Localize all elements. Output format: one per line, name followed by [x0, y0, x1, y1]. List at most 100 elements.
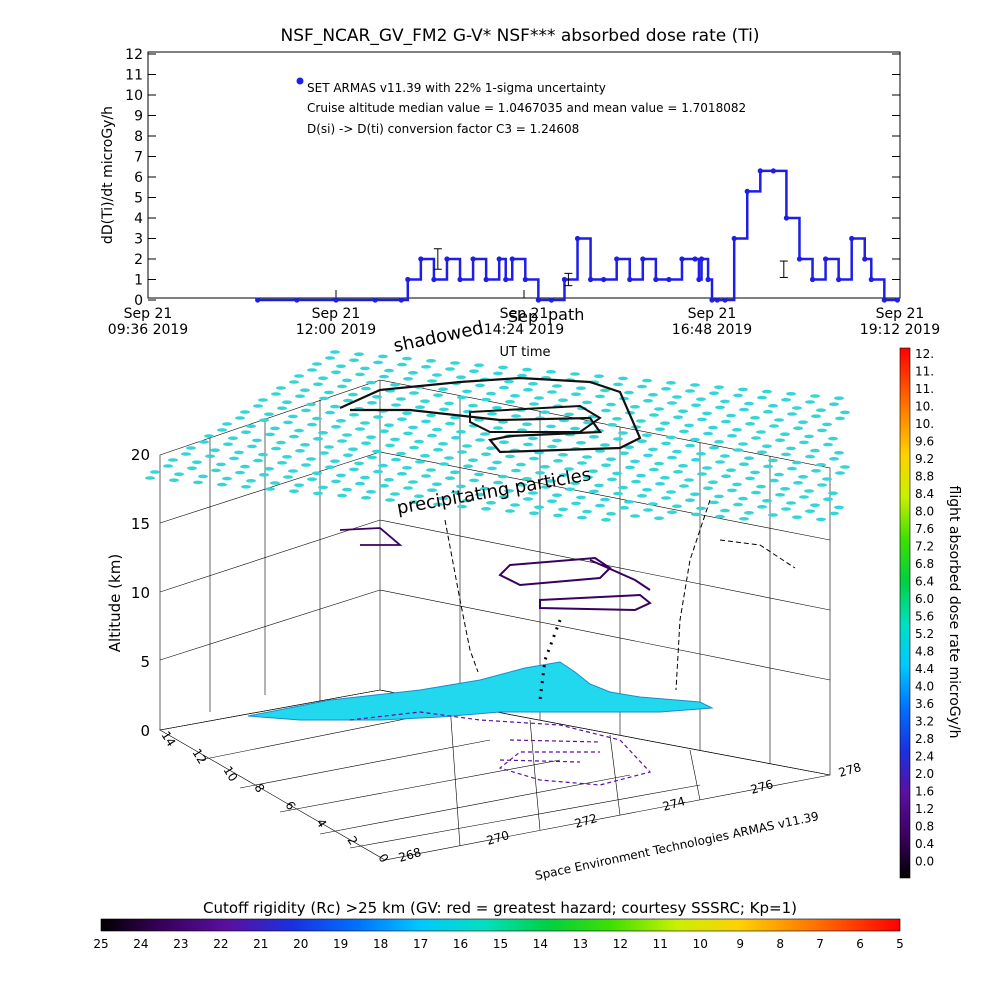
plane-dash	[313, 437, 323, 441]
plane-dash	[630, 459, 640, 464]
dose-point	[705, 276, 711, 283]
dose-point	[333, 297, 339, 303]
plane-dash	[510, 394, 520, 398]
plane-dash	[343, 453, 353, 458]
plane-dash	[360, 366, 370, 371]
plane-dash	[768, 404, 778, 408]
plane-dash	[739, 407, 749, 412]
plane-dash	[325, 410, 335, 415]
y-tick-label: 1	[134, 273, 143, 289]
plane-dash	[757, 450, 767, 455]
plane-dash	[390, 437, 400, 442]
plane-dash	[726, 468, 736, 473]
plane-dash	[456, 484, 466, 489]
plane-dash	[613, 437, 623, 441]
dose-point	[894, 297, 900, 303]
plane-dash	[817, 428, 827, 433]
plane-dash	[685, 443, 695, 448]
plane-dash	[516, 462, 526, 467]
plane-dash	[493, 480, 503, 485]
plane-dash	[786, 501, 796, 505]
plane-dash	[750, 416, 760, 420]
dose-colorbar-tick: 12.	[915, 347, 934, 361]
plane-dash	[672, 504, 682, 509]
plane-dash	[690, 383, 700, 387]
plane-dash	[361, 496, 371, 500]
plane-dash	[709, 391, 719, 396]
plane-dash	[253, 458, 263, 463]
floor	[159, 689, 831, 861]
plane-dash	[823, 497, 833, 502]
plane-dash	[510, 503, 520, 507]
label-sep: Sep	[508, 307, 538, 326]
error-bar	[779, 260, 788, 278]
plane-dash	[840, 410, 850, 415]
plane-dash	[733, 393, 743, 398]
plane-dash	[552, 438, 562, 443]
plane-dash	[277, 461, 287, 465]
y-tick-label: 6	[134, 170, 143, 186]
plane-dash	[306, 457, 316, 461]
plane-dash	[816, 463, 826, 467]
rigidity-colorbar-ticks: 25 24 23 22 21 20 19 18 17 16 15 14 13 12 11 10 9 8 7 6 5	[93, 937, 903, 951]
rigidity-colorbar-tick: 12	[613, 937, 628, 951]
plane-dash	[342, 487, 352, 492]
plane-dash	[283, 475, 293, 479]
plane-dash	[462, 444, 472, 448]
plane-dash	[241, 430, 251, 435]
dose-point	[470, 256, 476, 262]
plane-dash	[499, 385, 509, 390]
y-tick-label: 9	[134, 109, 143, 125]
plane-dash	[330, 350, 340, 354]
plane-dash	[487, 466, 497, 471]
plane-dash	[655, 427, 665, 432]
plane-dash	[450, 470, 460, 475]
plane-dash	[558, 453, 568, 457]
plane-dash	[630, 405, 640, 409]
plane-dash	[265, 487, 275, 491]
plane-dash	[301, 463, 311, 467]
floor-gridline	[529, 719, 541, 831]
plane-dash	[577, 461, 587, 465]
plane-dash	[822, 477, 832, 481]
plane-dash	[319, 451, 329, 455]
plane-dash	[193, 480, 203, 485]
plane-dash	[451, 490, 461, 495]
plane-dash	[582, 455, 592, 459]
plane-dash	[745, 476, 755, 481]
plane-dash	[469, 478, 479, 483]
plane-dash	[204, 434, 214, 438]
label-shadowed: shadowed	[392, 317, 486, 357]
plane-dash	[450, 361, 460, 365]
plane-dash	[804, 489, 814, 493]
plane-dash	[714, 494, 724, 499]
plane-dash	[475, 438, 485, 442]
dose-series	[255, 168, 900, 303]
plane-dash	[523, 442, 533, 447]
plane-dash	[691, 512, 701, 517]
plane-dash	[679, 484, 689, 488]
plane-dash	[247, 444, 257, 449]
plane-dash	[606, 457, 616, 462]
plane-dash	[421, 474, 431, 478]
plane-dash	[150, 470, 160, 474]
plane-dash	[163, 464, 173, 468]
plane-dash	[691, 403, 701, 408]
plane-dash	[582, 509, 592, 514]
plane-dash	[546, 479, 556, 483]
plane-dash	[391, 403, 401, 407]
plane-dash	[331, 479, 341, 484]
plane-dash	[301, 408, 311, 413]
plane-dash	[762, 444, 772, 449]
plane-dash	[360, 475, 370, 480]
longitude-tick: 276	[749, 777, 775, 797]
plane-dash	[217, 428, 227, 432]
plane-dash	[721, 474, 731, 479]
plane-dash	[379, 374, 389, 379]
plane-dash	[444, 401, 454, 406]
y-tick-label: 11	[125, 68, 143, 84]
plane-dash	[396, 397, 406, 401]
plane-dash	[534, 396, 544, 400]
plane-dash	[577, 515, 587, 520]
plane-dash	[354, 461, 364, 466]
